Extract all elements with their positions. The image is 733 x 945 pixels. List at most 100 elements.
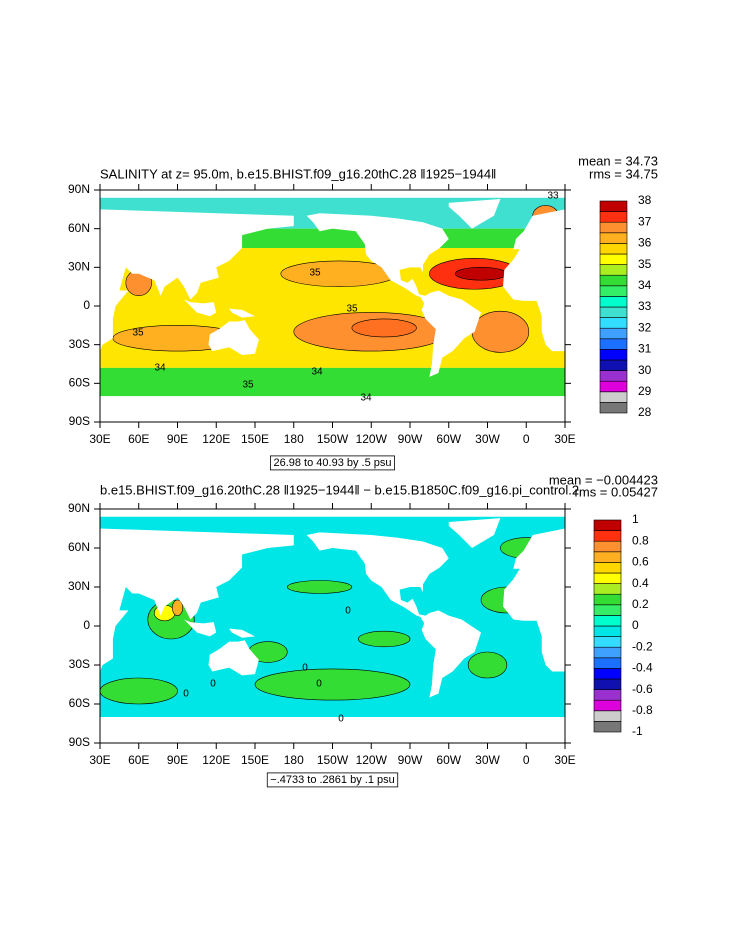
x-tick-label: 30E: [89, 753, 110, 767]
colorbar-box: [599, 211, 628, 223]
colorbar-box: [599, 243, 628, 255]
contour-label: 34: [311, 367, 323, 378]
x-tick-label: 120W: [356, 753, 388, 767]
map-panel: 30E 60E 90E 120E 150E 180 150W 120W 90W 60W 30W 0 30…: [68, 472, 658, 788]
x-tick-label: 90E: [167, 753, 188, 767]
y-tick-label: 60N: [68, 540, 90, 554]
mean-label: mean = −0.004423: [549, 472, 658, 487]
colorbar-box: [599, 402, 628, 414]
y-tick-label: 60N: [68, 221, 90, 235]
ocean-region: [153, 604, 176, 622]
colorbar-box: [593, 721, 622, 733]
land: [208, 640, 259, 676]
contour-label: 0: [210, 679, 216, 690]
x-tick-label: 0: [523, 432, 530, 446]
land: [100, 190, 565, 198]
contour-label: 0: [183, 689, 189, 700]
colorbar-box: [593, 625, 622, 637]
land: [208, 320, 259, 355]
mean-label: mean = 34.73: [578, 153, 658, 168]
colorbar-box: [593, 689, 622, 701]
x-tick-label: 120E: [202, 753, 230, 767]
ocean-region: [358, 630, 411, 648]
colorbar-box: [593, 593, 622, 606]
rms-label: rms = 0.05427: [575, 484, 658, 499]
colorbar-box: [599, 317, 628, 329]
ocean-region: [254, 668, 411, 701]
colorbar-box: [593, 604, 622, 616]
ocean-region: [100, 677, 178, 705]
land: [100, 528, 294, 672]
contour-label: 34: [360, 393, 372, 404]
colorbar-label: 1: [632, 512, 639, 526]
colorbar-label: -0.2: [632, 639, 653, 653]
colorbar-label: 35: [638, 257, 652, 271]
colorbar-box: [599, 253, 628, 265]
ocean-region: [351, 318, 417, 338]
colorbar-label: -1: [632, 724, 643, 738]
info-label: −.4733 to .2861 by .1 psu: [270, 774, 394, 786]
info-box: [266, 772, 399, 788]
colorbar-label: 32: [638, 320, 652, 334]
x-tick-label: 180: [284, 753, 304, 767]
colorbar-box: [593, 678, 622, 690]
colorbar-box: [599, 296, 628, 308]
x-tick-label: 60W: [436, 753, 461, 767]
colorbar-box: [599, 306, 628, 318]
colorbar-label: 34: [638, 278, 652, 292]
contour-label: 0: [338, 714, 344, 725]
map-field: [100, 190, 565, 422]
colorbar-box: [599, 221, 628, 234]
colorbar-box: [593, 530, 622, 542]
colorbar-box: [593, 710, 622, 722]
colorbar-label: 0.8: [632, 533, 649, 547]
colorbar-box: [593, 572, 622, 584]
x-tick-label: 150E: [241, 753, 269, 767]
x-tick-label: 90W: [398, 432, 423, 446]
colorbar-box: [599, 349, 628, 361]
colorbar-label: 30: [638, 363, 652, 377]
x-tick-label: 120W: [356, 432, 388, 446]
x-tick-label: 90E: [167, 432, 188, 446]
colorbar-box: [593, 646, 622, 659]
y-tick-label: 0: [83, 298, 90, 312]
rms-label: rms = 34.75: [589, 166, 658, 181]
ocean-band: [100, 367, 565, 397]
colorbar-box: [599, 232, 628, 244]
land: [229, 628, 255, 638]
colorbar-box: [593, 519, 622, 531]
land: [448, 199, 501, 229]
contour-label: 34: [154, 363, 166, 374]
ocean-band: [100, 357, 565, 368]
info-label: 26.98 to 40.93 by .5 psu: [273, 457, 391, 469]
colorbar-label: 0.6: [632, 555, 649, 569]
x-tick-label: 90W: [398, 753, 423, 767]
colorbar-label: -0.6: [632, 682, 653, 696]
land: [100, 209, 294, 352]
contour-label: 33: [547, 191, 559, 202]
ocean-region: [454, 267, 508, 281]
x-tick-label: 120E: [202, 432, 230, 446]
colorbar-box: [599, 200, 628, 212]
contour-label: 35: [309, 268, 321, 279]
y-tick-label: 60S: [69, 696, 90, 710]
colorbar-label: 37: [638, 214, 652, 228]
x-tick-label: 60E: [128, 753, 149, 767]
colorbar-box: [593, 540, 622, 553]
x-tick-label: 30E: [554, 753, 575, 767]
contour-label: 35: [132, 328, 144, 339]
colorbar-box: [599, 264, 628, 276]
colorbar-label: 28: [638, 405, 652, 419]
land: [306, 532, 482, 698]
land: [183, 619, 217, 637]
colorbar-box: [599, 274, 628, 287]
contour-label: 0: [302, 663, 308, 674]
x-tick-label: 60E: [128, 432, 149, 446]
contour-label: 35: [242, 380, 254, 391]
x-tick-label: 180: [284, 432, 304, 446]
colorbar-box: [593, 657, 622, 669]
y-tick-label: 90S: [69, 735, 90, 749]
x-tick-label: 30W: [475, 432, 500, 446]
colorbar-box: [593, 551, 622, 563]
x-tick-label: 30E: [89, 432, 110, 446]
